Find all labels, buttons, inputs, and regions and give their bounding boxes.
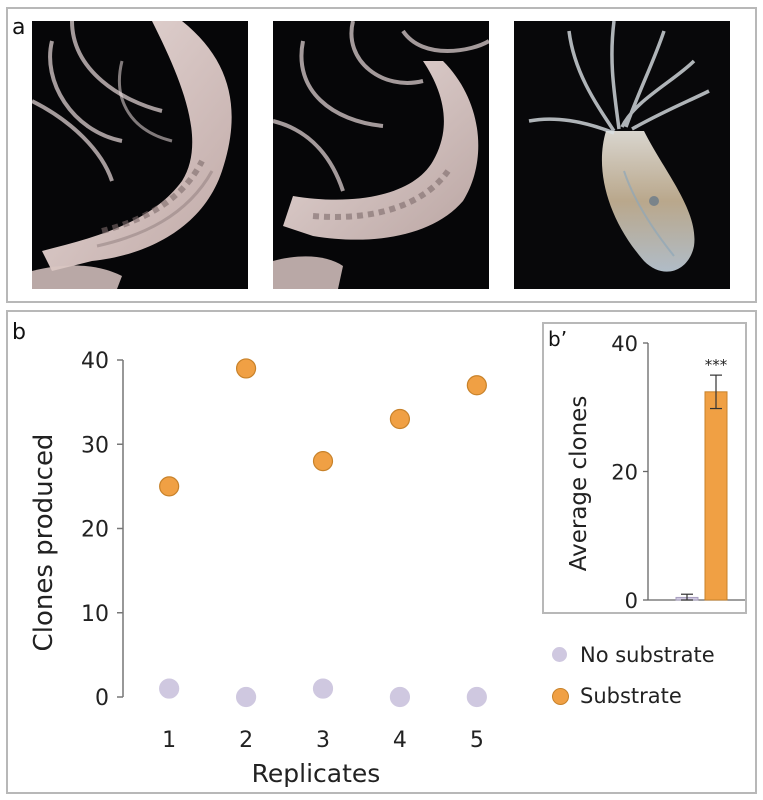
x-tick-label: 5 — [470, 728, 484, 753]
panel-a: a — [6, 7, 757, 303]
x-axis-label: Replicates — [252, 759, 381, 788]
point-no-substrate — [389, 686, 411, 708]
y-tick-label: 30 — [81, 433, 109, 458]
y-tick-label: 40 — [81, 349, 109, 374]
polyp-photo-1 — [32, 21, 248, 289]
y-tick-label: 20 — [81, 518, 109, 543]
point-no-substrate — [235, 686, 257, 708]
bar-substrate — [704, 391, 728, 601]
point-no-substrate — [312, 678, 334, 699]
panel-b: b 0 10 20 30 40 1 2 3 4 5 Clones produced Replica… — [6, 310, 757, 794]
x-tick-label: 3 — [316, 728, 330, 753]
point-substrate — [389, 408, 411, 430]
legend-label-substrate: Substrate — [580, 684, 682, 708]
x-tick-label: 1 — [162, 728, 176, 753]
point-no-substrate — [159, 678, 180, 699]
panel-letter-b: b — [12, 320, 26, 345]
polyp-photo-2 — [273, 21, 489, 289]
panel-letter-b-prime: b’ — [548, 327, 568, 351]
polyp-photo-3 — [514, 21, 730, 289]
inset-y-tick-label: 20 — [611, 461, 638, 485]
legend-marker-no-substrate — [552, 647, 567, 662]
x-tick-label: 2 — [239, 728, 253, 753]
point-substrate — [235, 358, 257, 379]
inset-bar-chart: 0 20 40 Average clones *** — [566, 332, 745, 612]
y-tick-label: 10 — [81, 602, 109, 627]
inset-y-tick-label: 40 — [611, 332, 638, 356]
legend-label-no-substrate: No substrate — [580, 643, 715, 667]
panel-letter-a: a — [12, 15, 26, 40]
point-substrate — [159, 476, 180, 497]
inset-y-axis-label: Average clones — [566, 396, 592, 572]
point-substrate — [466, 375, 487, 396]
y-tick-label: 0 — [95, 686, 109, 711]
significance-annotation: *** — [705, 356, 728, 374]
inset-y-tick-label: 0 — [625, 589, 638, 612]
scatter-chart: 0 10 20 30 40 1 2 3 4 5 Clones produced Replicate… — [29, 349, 487, 788]
y-axis-label: Clones produced — [29, 434, 59, 652]
x-tick-label: 4 — [393, 728, 407, 753]
inset-bar-chart-frame: b’ 0 20 40 Average clones *** — [542, 322, 747, 614]
point-no-substrate — [466, 686, 487, 708]
point-substrate — [312, 451, 334, 472]
legend-marker-substrate — [552, 688, 569, 705]
